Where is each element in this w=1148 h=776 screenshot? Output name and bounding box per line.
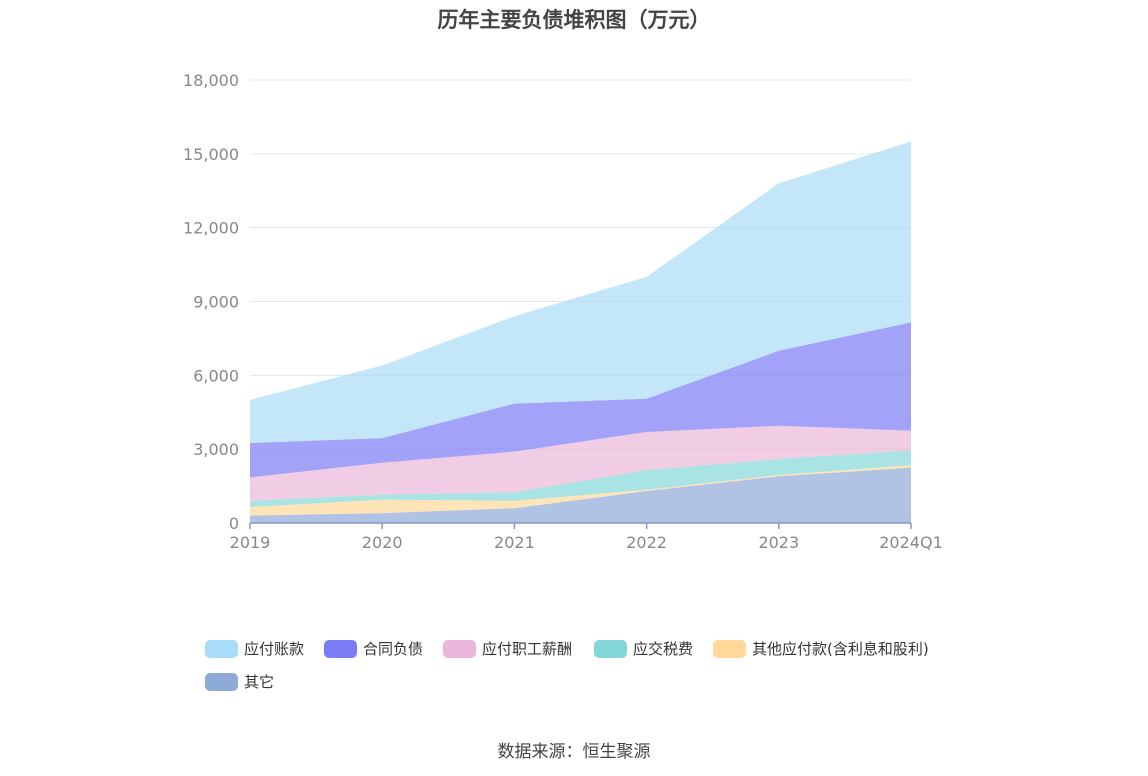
legend-swatch	[205, 639, 238, 658]
x-tick-label: 2019	[230, 533, 271, 552]
legend-item-accounts-payable[interactable]: 应付账款	[205, 638, 304, 659]
legend-swatch	[324, 639, 357, 658]
x-tick-label: 2022	[626, 533, 667, 552]
x-tick-label: 2024Q1	[879, 533, 943, 552]
x-tick-label: 2021	[494, 533, 535, 552]
y-tick-label: 9,000	[193, 293, 239, 312]
area-series	[250, 141, 911, 523]
legend-swatch	[205, 672, 238, 691]
area-series-6	[250, 141, 911, 444]
legend-label: 其它	[244, 673, 275, 691]
legend-swatch	[713, 639, 746, 658]
legend-swatch	[594, 639, 627, 658]
area-series-2	[250, 465, 911, 516]
area-series-5	[250, 322, 911, 478]
y-tick-label: 0	[229, 514, 239, 533]
legend-swatch	[443, 639, 476, 658]
area-series-1	[250, 467, 911, 523]
legend-item-payroll-payable[interactable]: 应付职工薪酬	[443, 638, 572, 659]
legend-item-others[interactable]: 其它	[205, 671, 274, 692]
area-series-3	[250, 450, 911, 508]
legend-item-contract-liabilities[interactable]: 合同负债	[324, 638, 423, 659]
legend-label: 其他应付款(含利息和股利)	[752, 640, 929, 658]
area-series-4	[250, 425, 911, 501]
y-tick-label: 3,000	[193, 440, 239, 459]
x-tick-label: 2020	[362, 533, 403, 552]
y-tick-label: 18,000	[183, 71, 239, 90]
data-source-note: 数据来源：恒生聚源	[497, 742, 651, 762]
legend-label: 应交税费	[633, 640, 694, 658]
y-tick-label: 6,000	[193, 366, 239, 385]
stacked-area-chart: 0 3,000 6,000 9,000 12,000 15,000 18,000 2019 20…	[183, 71, 943, 552]
legend-item-other-payables[interactable]: 其他应付款(含利息和股利)	[713, 638, 929, 659]
y-tick-label: 12,000	[183, 219, 239, 238]
axes: 0 3,000 6,000 9,000 12,000 15,000 18,000 2019 20…	[183, 71, 943, 552]
legend-label: 应付账款	[244, 640, 305, 658]
legend-label: 应付职工薪酬	[482, 640, 573, 658]
legend-item-taxes-payable[interactable]: 应交税费	[594, 638, 693, 659]
chart-title: 历年主要负债堆积图（万元）	[437, 8, 711, 32]
y-tick-label: 15,000	[183, 145, 239, 164]
legend-label: 合同负债	[363, 640, 424, 658]
x-tick-label: 2023	[758, 533, 799, 552]
